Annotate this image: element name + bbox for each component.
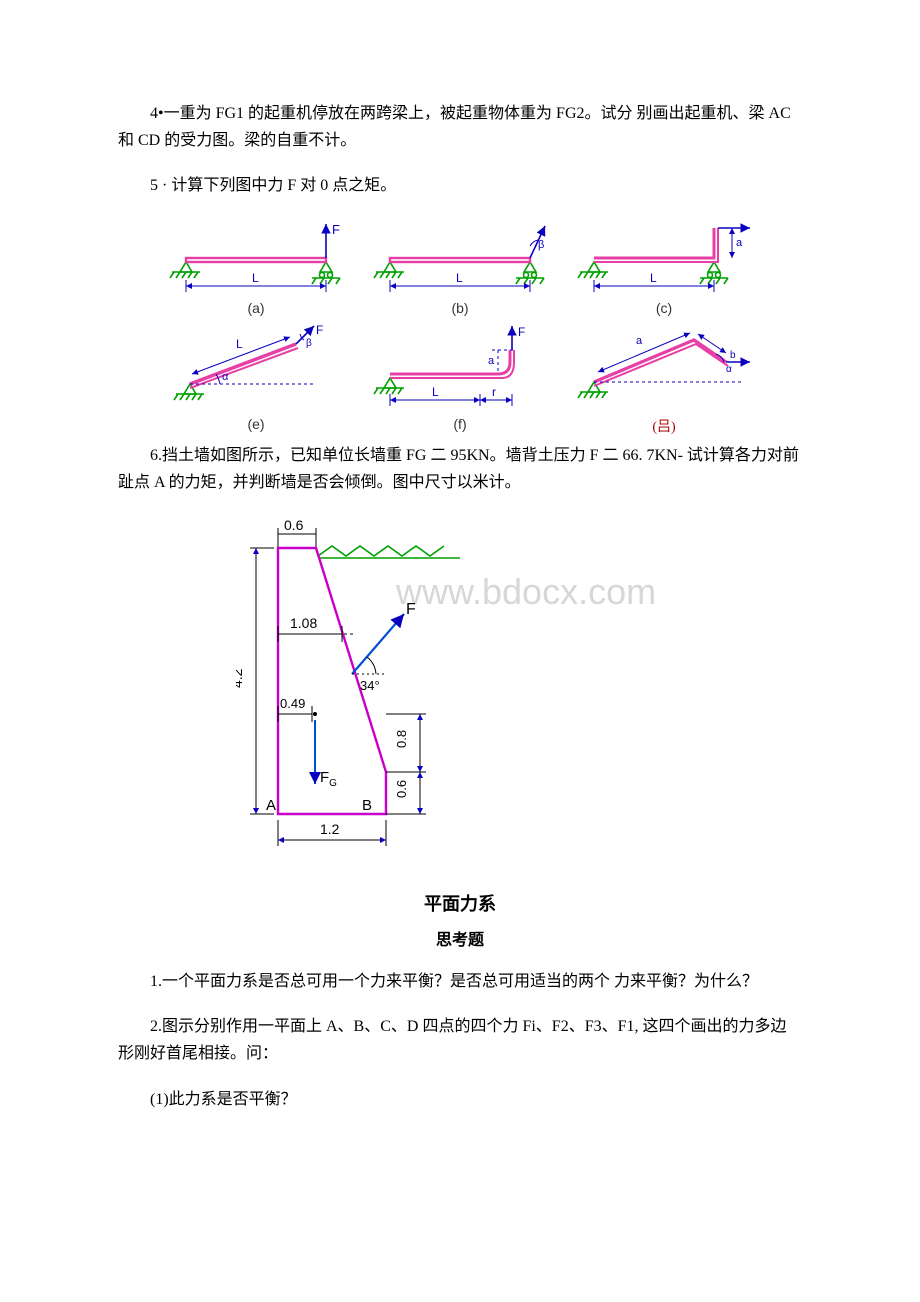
retaining-wall-figure: www.bdocx.com 0.6 1.08 0.49 FG <box>236 514 802 864</box>
svg-text:a: a <box>636 335 643 347</box>
svg-text:α: α <box>726 364 732 375</box>
svg-text:FG: FG <box>320 769 337 789</box>
figure-row-1: F L (a) <box>118 218 802 316</box>
svg-text:0.8: 0.8 <box>394 730 409 748</box>
diagram-g: a α b <box>574 322 754 412</box>
svg-text:34°: 34° <box>360 678 380 693</box>
section-subtitle: 思考题 <box>118 926 802 950</box>
subfigure-f: a F L r (f) <box>370 322 550 436</box>
svg-text:F: F <box>406 601 416 618</box>
svg-text:4.2: 4.2 <box>236 668 245 688</box>
caption-f: (f) <box>453 416 466 432</box>
svg-text:0.6: 0.6 <box>394 780 409 798</box>
subfigure-g: a α b (吕) <box>574 322 754 436</box>
diagram-a: F L <box>166 218 346 296</box>
question-4: 4•一重为 FG1 的起重机停放在两跨梁上，被起重物体重为 FG2。试分 别画出… <box>118 100 802 154</box>
svg-text:1.2: 1.2 <box>320 821 340 837</box>
diagram-e: α F β L <box>166 322 346 412</box>
diagram-f: a F L r <box>370 322 550 412</box>
watermark-text: www.bdocx.com <box>395 571 656 612</box>
section-title: 平面力系 <box>118 890 802 916</box>
svg-text:A: A <box>266 797 276 814</box>
svg-text:L: L <box>456 271 463 285</box>
caption-g: (吕) <box>652 416 675 436</box>
svg-text:b: b <box>730 350 736 361</box>
caption-c: (c) <box>656 300 672 316</box>
subfigure-e: α F β L (e) <box>166 322 346 436</box>
svg-text:L: L <box>252 271 259 285</box>
caption-a: (a) <box>247 300 264 316</box>
caption-e: (e) <box>247 416 264 432</box>
caption-b: (b) <box>451 300 468 316</box>
diagram-b: β L <box>370 218 550 296</box>
svg-text:0.49: 0.49 <box>280 696 305 711</box>
svg-text:a: a <box>488 355 495 367</box>
thought-q2: 2.图示分别作用一平面上 A、B、C、D 四点的四个力 Fi、F2、F3、F1,… <box>118 1013 802 1067</box>
thought-q2-1: (1)此力系是否平衡？ <box>118 1086 802 1113</box>
svg-text:B: B <box>362 797 372 814</box>
svg-text:r: r <box>492 385 496 399</box>
svg-text:L: L <box>432 385 439 399</box>
question-6: 6.挡土墙如图所示，已知单位长墙重 FG 二 95KN。墙背土压力 F 二 66… <box>118 442 802 496</box>
svg-text:α: α <box>222 371 229 383</box>
svg-text:F: F <box>518 325 525 339</box>
thought-q1: 1.一个平面力系是否总可用一个力来平衡？是否总可用适当的两个 力来平衡？为什么？ <box>118 968 802 995</box>
figure-row-2: α F β L (e) a <box>118 322 802 436</box>
svg-text:a: a <box>736 237 743 249</box>
svg-text:F: F <box>316 323 323 337</box>
svg-text:β: β <box>306 338 312 349</box>
question-5: 5 · 计算下列图中力 F 对 0 点之矩。 <box>118 172 802 199</box>
svg-text:β: β <box>538 239 544 251</box>
subfigure-a: F L (a) <box>166 218 346 316</box>
diagram-c: a L <box>574 218 754 296</box>
svg-text:L: L <box>236 337 243 351</box>
svg-text:L: L <box>650 271 657 285</box>
svg-text:F: F <box>332 222 340 237</box>
retaining-wall-svg: www.bdocx.com 0.6 1.08 0.49 FG <box>236 514 666 864</box>
subfigure-b: β L (b) <box>370 218 550 316</box>
subfigure-c: a L (c) <box>574 218 754 316</box>
svg-text:1.08: 1.08 <box>290 615 317 631</box>
svg-text:0.6: 0.6 <box>284 517 304 533</box>
